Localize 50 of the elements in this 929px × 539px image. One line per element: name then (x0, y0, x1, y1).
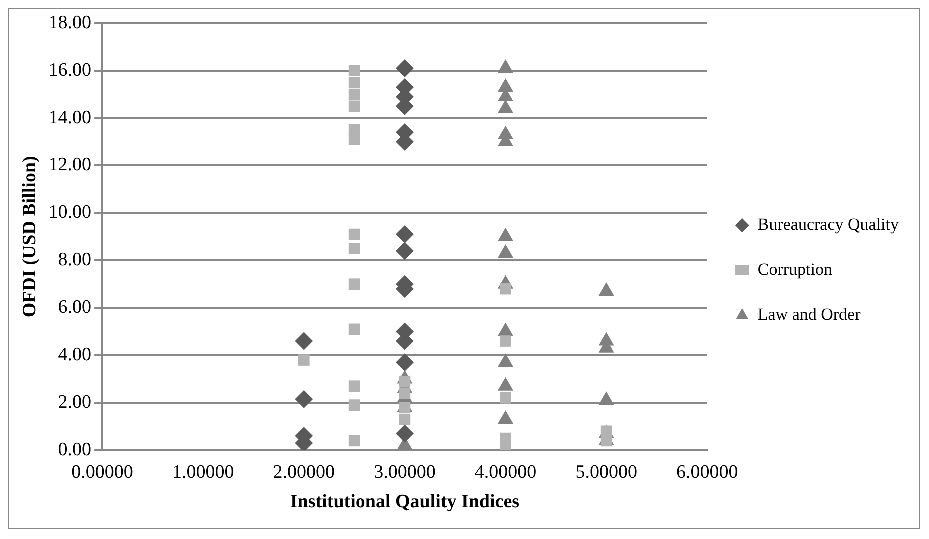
point (396, 59, 414, 78)
y-tick-label: 4.00 (58, 344, 92, 366)
point (348, 77, 360, 88)
x-axis-title: Institutional Qaulity Indices (290, 492, 520, 513)
y-tick-label: 2.00 (58, 392, 92, 413)
y-tick-label: 10.00 (48, 202, 92, 224)
point (500, 336, 512, 347)
point (348, 400, 360, 411)
y-tick-label: 12.00 (48, 154, 92, 176)
point (396, 226, 414, 244)
y-tick-label: 6.00 (58, 297, 92, 318)
y-tick-label: 16.00 (48, 60, 92, 81)
x-tick-label: 0.00000 (72, 462, 134, 483)
x-tick-label: 5.00000 (576, 462, 638, 483)
point (348, 324, 360, 336)
point (348, 435, 360, 447)
point (298, 354, 310, 366)
point (295, 390, 314, 408)
point (500, 283, 512, 295)
x-tick-label: 1.00000 (172, 462, 234, 483)
point (399, 402, 411, 414)
y-tick-label: 8.00 (58, 250, 92, 271)
x-tick-label: 3.00000 (374, 462, 436, 483)
point (348, 243, 360, 254)
point (396, 242, 414, 260)
legend-label: Bureaucracy Quality (758, 214, 900, 234)
y-tick-label: 18.00 (48, 12, 92, 34)
x-tick-label: 4.00000 (474, 462, 537, 483)
y-tick-label: 14.00 (48, 107, 92, 128)
x-tick-label: 6.00000 (676, 462, 738, 483)
legend-label: Corruption (758, 260, 833, 279)
point (600, 435, 612, 447)
point (348, 380, 360, 392)
point (348, 65, 360, 76)
point (396, 424, 414, 443)
legend-label: Law and Order (758, 304, 862, 324)
point (348, 228, 360, 240)
point (295, 332, 314, 350)
y-tick-label: 0.00 (58, 439, 92, 460)
point (500, 392, 512, 404)
point (348, 278, 360, 290)
point (348, 134, 360, 146)
point (396, 354, 414, 372)
x-tick-label: 2.00000 (273, 462, 336, 483)
point (348, 88, 360, 100)
point (500, 440, 512, 450)
point (399, 414, 411, 426)
point (399, 388, 411, 400)
y-axis-title: OFDI (USD Billion) (19, 156, 40, 318)
point (348, 100, 360, 112)
